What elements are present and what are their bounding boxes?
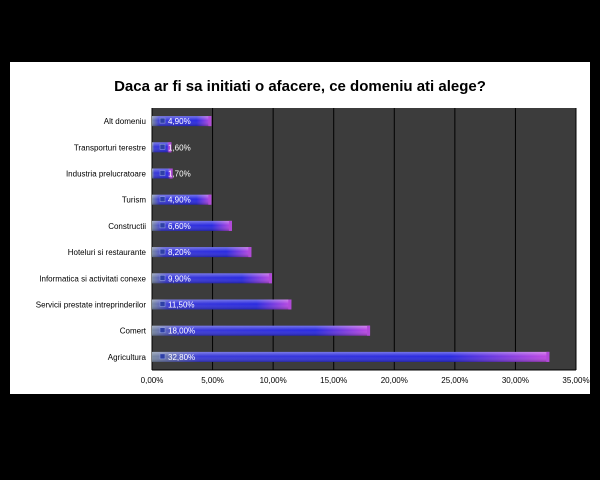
bar-end-cap <box>208 116 212 127</box>
chart-title: Daca ar fi sa initiati o afacere, ce dom… <box>114 78 486 95</box>
data-label: 18,00% <box>168 327 195 336</box>
bar-end-cap <box>168 142 172 153</box>
bar-end-cap <box>268 273 272 284</box>
data-label-marker <box>159 196 166 202</box>
x-tick-label: 15,00% <box>320 376 347 385</box>
bar-end-cap <box>208 194 212 205</box>
data-label: 4,90% <box>168 117 191 126</box>
bar <box>152 194 212 205</box>
data-label-marker <box>159 353 166 360</box>
data-label-marker <box>159 144 166 150</box>
data-label: 4,90% <box>168 196 191 205</box>
bar <box>152 299 292 310</box>
bar-shine <box>152 116 212 127</box>
data-label: 32,80% <box>168 353 195 362</box>
bar <box>152 220 232 231</box>
category-label: Constructii <box>108 222 146 231</box>
x-tick-label: 10,00% <box>260 376 287 385</box>
data-label-marker <box>159 275 166 281</box>
x-tick-label: 5,00% <box>201 376 224 385</box>
bar-shine <box>152 194 212 205</box>
bar-end-cap <box>288 299 292 310</box>
category-label: Alt domeniu <box>104 117 146 126</box>
bar-shine <box>152 247 252 258</box>
data-label-marker <box>159 327 166 333</box>
bar <box>152 351 550 362</box>
data-label-marker <box>159 248 166 255</box>
x-tick-label: 20,00% <box>381 376 408 385</box>
x-tick-label: 30,00% <box>502 376 529 385</box>
category-label: Comert <box>120 327 147 336</box>
bar-shine <box>152 273 272 284</box>
bar <box>152 325 371 336</box>
category-label: Hoteluri si restaurante <box>68 248 147 257</box>
x-tick-label: 35,00% <box>562 376 589 385</box>
data-label-marker <box>159 301 166 307</box>
category-label: Informatica si activitati conexe <box>39 274 146 283</box>
category-label: Servicii prestate intreprinderilor <box>36 301 147 310</box>
bar-end-cap <box>367 325 371 336</box>
bar <box>152 247 252 258</box>
data-label: 6,60% <box>168 222 191 231</box>
bar-shine <box>152 220 232 231</box>
category-label: Turism <box>122 196 146 205</box>
data-label-marker <box>159 170 166 176</box>
category-label: Agricultura <box>108 353 147 362</box>
bar <box>152 116 212 127</box>
bar-end-cap <box>546 351 550 362</box>
bar <box>152 273 272 284</box>
data-label: 8,20% <box>168 248 191 257</box>
bar-shine <box>152 299 292 310</box>
bar-shine <box>152 325 371 336</box>
data-label: 1,70% <box>168 170 191 179</box>
data-label-marker <box>159 117 166 124</box>
bar-end-cap <box>228 220 232 231</box>
data-label: 9,90% <box>168 274 191 283</box>
bar-end-cap <box>169 168 173 179</box>
category-label: Industria prelucratoare <box>66 170 147 179</box>
bar-end-cap <box>248 247 252 258</box>
category-label: Transporturi terestre <box>74 143 147 152</box>
x-tick-label: 25,00% <box>441 376 468 385</box>
bar-shine <box>152 351 550 362</box>
data-label: 11,50% <box>168 301 195 310</box>
x-tick-label: 0,00% <box>141 376 164 385</box>
data-label-marker <box>159 222 166 229</box>
data-label: 1,60% <box>168 143 191 152</box>
